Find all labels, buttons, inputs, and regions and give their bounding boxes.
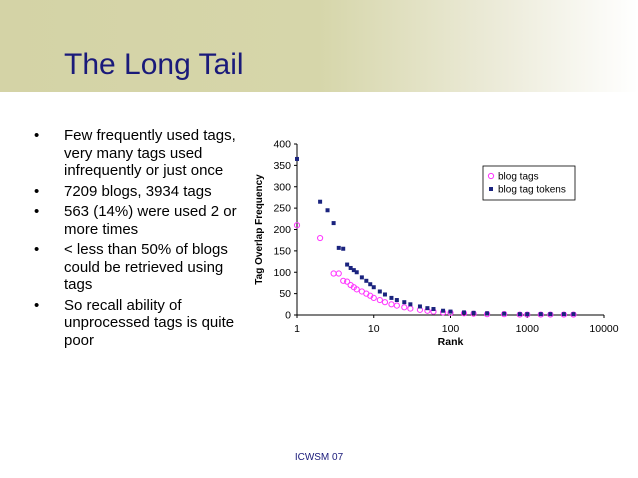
footer-label: ICWSM 07 bbox=[294, 452, 344, 463]
bullet-text: 563 (14%) were used 2 or more times bbox=[64, 203, 237, 238]
data-point-blog-tags bbox=[370, 294, 377, 301]
data-point-blog-tag-tokens bbox=[394, 298, 399, 303]
data-point-blog-tag-tokens bbox=[359, 275, 364, 280]
bullet-list: • Few frequently used tags, very many tag… bbox=[34, 127, 254, 352]
data-point-blog-tags bbox=[293, 222, 301, 229]
x-tick-label: 100 bbox=[442, 323, 460, 335]
bullet-text: Few frequently used tags, very many tags… bbox=[64, 127, 236, 179]
x-axis-label: Rank bbox=[438, 336, 464, 348]
x-tick-label: 1000 bbox=[516, 323, 540, 335]
bullet-dot-icon: • bbox=[34, 241, 40, 258]
bullet-text: So recall ability of unprocessed tags is… bbox=[64, 296, 235, 349]
data-point-blog-tag-tokens bbox=[525, 312, 530, 317]
data-point-blog-tag-tokens bbox=[325, 208, 330, 213]
data-point-blog-tags bbox=[560, 311, 567, 318]
data-point-blog-tags bbox=[317, 234, 324, 242]
y-tick-label: 150 bbox=[273, 245, 291, 257]
data-point-blog-tags bbox=[516, 311, 523, 318]
data-point-blog-tag-tokens bbox=[371, 285, 376, 290]
data-point-blog-tag-tokens bbox=[441, 308, 446, 313]
data-point-blog-tags bbox=[401, 304, 408, 311]
data-point-blog-tag-tokens bbox=[345, 262, 350, 267]
data-point-blog-tag-tokens bbox=[471, 310, 476, 315]
data-point-blog-tag-tokens bbox=[318, 199, 323, 204]
x-tick-label: 10 bbox=[368, 323, 380, 335]
bullet-text: 7209 blogs, 3934 tags bbox=[64, 182, 212, 200]
y-tick-label: 0 bbox=[285, 310, 291, 322]
data-point-blog-tags bbox=[547, 311, 554, 318]
x-tick-label: 1 bbox=[294, 323, 300, 335]
data-point-blog-tag-tokens bbox=[502, 311, 507, 316]
legend-marker-blog-tag-tokens bbox=[489, 187, 493, 191]
data-point-blog-tag-tokens bbox=[571, 312, 576, 317]
data-point-blog-tag-tokens bbox=[341, 246, 346, 251]
data-point-blog-tags bbox=[393, 302, 400, 309]
data-point-blog-tag-tokens bbox=[377, 289, 382, 294]
data-point-blog-tags bbox=[407, 305, 414, 312]
data-point-blog-tag-tokens bbox=[462, 310, 467, 315]
data-point-blog-tags bbox=[344, 278, 351, 285]
data-point-blog-tag-tokens bbox=[548, 312, 553, 317]
data-point-blog-tag-tokens bbox=[485, 311, 490, 316]
bullet-dot-icon: • bbox=[34, 296, 40, 314]
data-point-blog-tag-tokens bbox=[364, 278, 369, 283]
y-tick-label: 100 bbox=[273, 267, 291, 279]
data-point-blog-tag-tokens bbox=[389, 295, 394, 300]
bullet-dot-icon: • bbox=[34, 203, 40, 220]
data-point-blog-tags bbox=[340, 277, 347, 284]
data-point-blog-tags bbox=[537, 311, 544, 318]
data-point-blog-tag-tokens bbox=[408, 302, 413, 307]
data-point-blog-tag-tokens bbox=[417, 304, 422, 309]
y-tick-label: 200 bbox=[273, 224, 291, 236]
slide-title: The Long Tail bbox=[64, 48, 244, 81]
data-point-blog-tag-tokens bbox=[331, 221, 336, 226]
data-point-blog-tag-tokens bbox=[431, 307, 436, 312]
data-point-blog-tag-tokens bbox=[517, 312, 522, 317]
title-band bbox=[0, 0, 638, 92]
data-point-blog-tag-tokens bbox=[336, 245, 341, 250]
bullet-text: < less than 50% of blogs could be retrie… bbox=[64, 241, 228, 293]
legend-label-blog-tag-tokens: blog tag tokens bbox=[498, 185, 566, 196]
y-tick-label: 250 bbox=[273, 203, 291, 215]
data-point-blog-tags bbox=[381, 299, 389, 306]
data-point-blog-tag-tokens bbox=[538, 312, 543, 317]
data-point-blog-tag-tokens bbox=[295, 156, 299, 161]
data-point-blog-tag-tokens bbox=[425, 306, 430, 311]
bullet-item: • < less than 50% of blogs could be retri… bbox=[34, 241, 254, 294]
x-tick-label: 10000 bbox=[589, 323, 618, 335]
data-point-blog-tags bbox=[330, 270, 337, 277]
bullet-item: • 563 (14%) were used 2 or more times bbox=[34, 203, 254, 238]
y-tick-label: 50 bbox=[279, 288, 291, 300]
legend-label-blog-tags: blog tags bbox=[498, 172, 539, 183]
bullet-item: • Few frequently used tags, very many tag… bbox=[34, 127, 254, 180]
data-point-blog-tags bbox=[376, 296, 383, 304]
bullet-dot-icon: • bbox=[34, 127, 40, 144]
data-point-blog-tag-tokens bbox=[351, 268, 356, 273]
data-point-blog-tag-tokens bbox=[368, 282, 373, 287]
bullet-dot-icon: • bbox=[34, 182, 40, 200]
data-point-blog-tags bbox=[501, 311, 508, 318]
data-point-blog-tag-tokens bbox=[382, 292, 387, 297]
bullet-item: • 7209 blogs, 3934 tags bbox=[34, 183, 254, 201]
y-axis-label: Tag Overlap Frequency bbox=[254, 174, 265, 285]
data-point-blog-tags bbox=[353, 286, 360, 293]
y-tick-label: 300 bbox=[273, 181, 291, 193]
data-point-blog-tags bbox=[388, 301, 395, 308]
data-point-blog-tags bbox=[524, 311, 531, 318]
data-point-blog-tag-tokens bbox=[354, 270, 359, 275]
y-tick-label: 350 bbox=[273, 160, 291, 172]
legend-box bbox=[482, 165, 576, 201]
data-point-blog-tags bbox=[335, 270, 342, 277]
tag-overlap-chart: 0 50 100 150 200 250 300 350 400 1 10 100 1000 10000 R… bbox=[254, 139, 619, 349]
data-point-blog-tag-tokens bbox=[348, 265, 353, 270]
data-point-blog-tag-tokens bbox=[402, 300, 407, 305]
legend-marker-blog-tags bbox=[487, 172, 495, 180]
bullet-item: • So recall ability of unprocessed tags i… bbox=[34, 297, 254, 350]
y-tick-label: 400 bbox=[273, 139, 291, 151]
data-point-blog-tag-tokens bbox=[561, 312, 566, 317]
data-point-blog-tag-tokens bbox=[448, 309, 453, 314]
data-point-blog-tags bbox=[570, 311, 577, 318]
